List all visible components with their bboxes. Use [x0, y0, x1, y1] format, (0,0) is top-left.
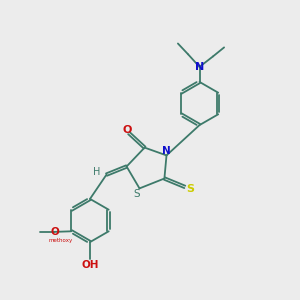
Text: methoxy: methoxy	[49, 238, 73, 243]
Text: O: O	[50, 227, 59, 237]
Text: O: O	[123, 124, 132, 135]
Text: H: H	[93, 167, 100, 177]
Text: S: S	[134, 189, 140, 200]
Text: OH: OH	[81, 260, 99, 270]
Text: N: N	[195, 62, 204, 72]
Text: N: N	[162, 146, 171, 156]
Text: S: S	[186, 184, 194, 194]
